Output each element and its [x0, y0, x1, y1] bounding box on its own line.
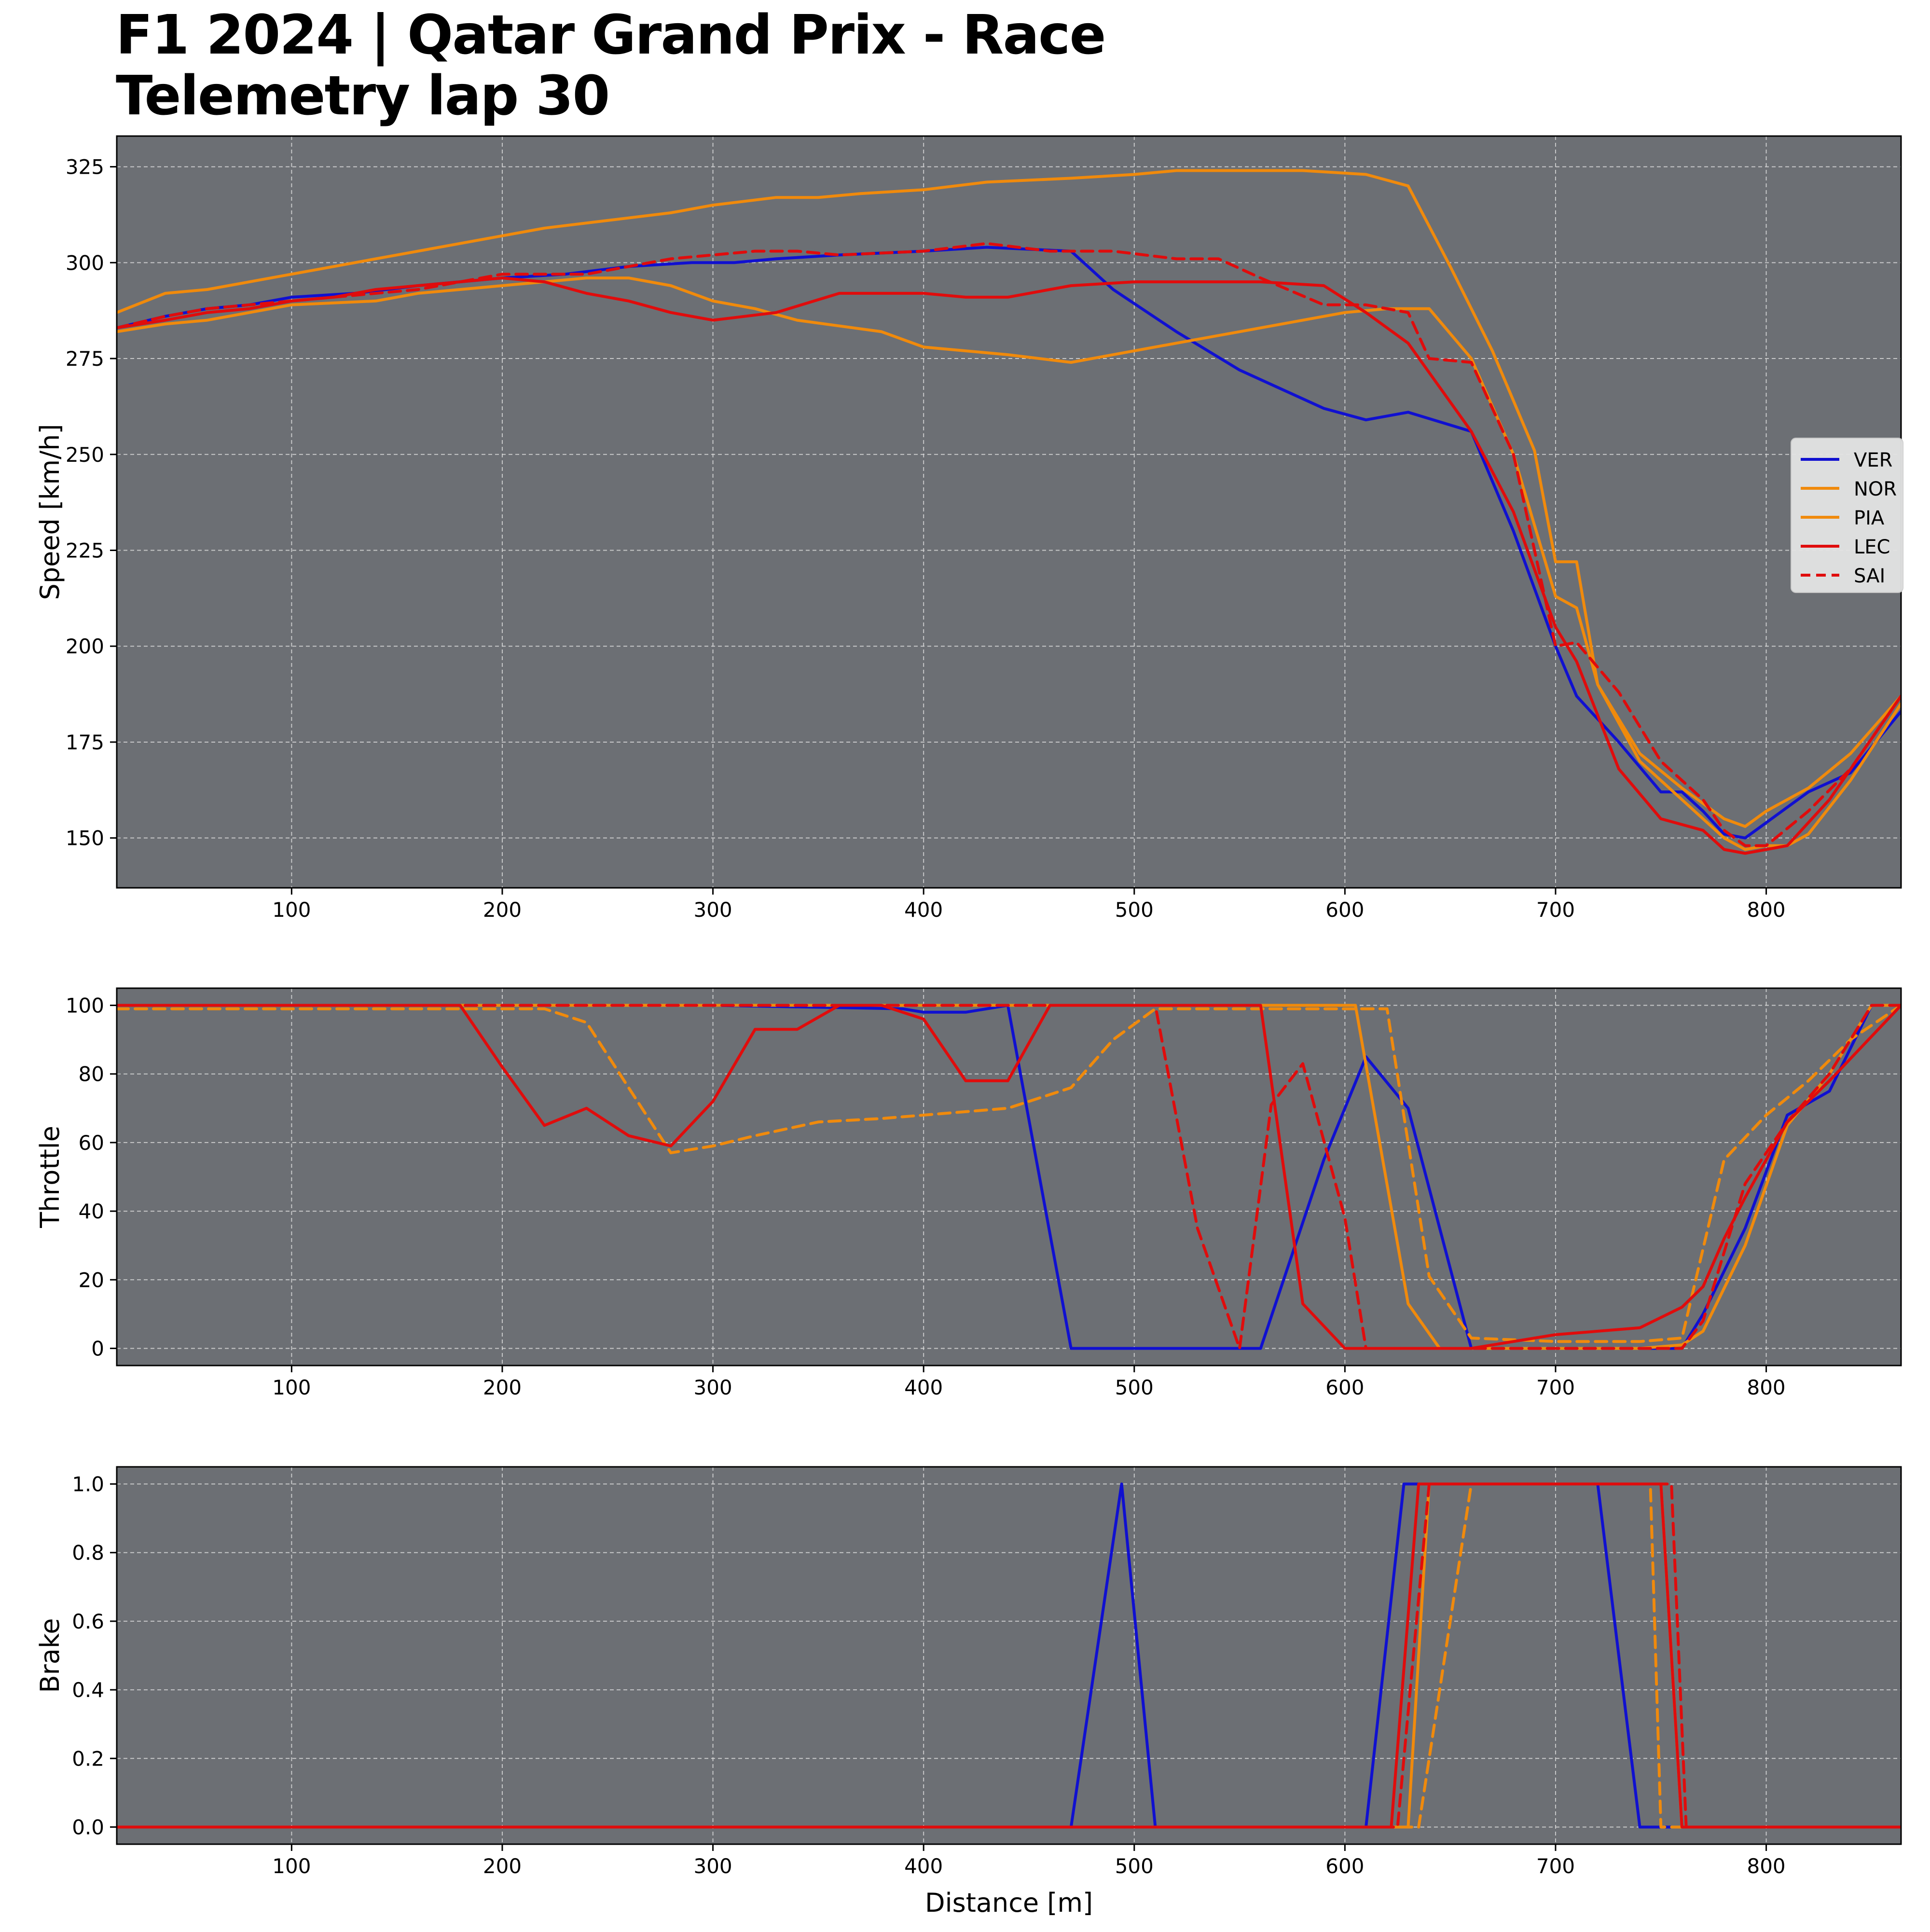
y-tick-label: 175	[66, 731, 104, 754]
x-tick-label: 800	[1747, 1376, 1785, 1399]
x-tick-label: 300	[693, 1854, 732, 1878]
y-tick-label: 60	[79, 1131, 104, 1155]
series-line-pia-throttle	[117, 1004, 1901, 1343]
panel-frame-throttle	[116, 987, 1902, 1366]
series-line-sai-brake	[117, 1482, 1901, 1829]
y-tick-label: 0.4	[72, 1678, 104, 1702]
x-tick-label: 800	[1747, 898, 1785, 922]
series-line-nor-speed	[117, 169, 1901, 851]
x-tick-label: 100	[272, 1376, 311, 1399]
x-tick-label: 300	[693, 1376, 732, 1399]
y-tick-label: 275	[66, 347, 104, 371]
x-tick-label: 500	[1115, 1376, 1154, 1399]
y-tick-label: 0	[91, 1337, 104, 1360]
series-line-sai-throttle	[117, 1004, 1901, 1350]
x-tick-label: 600	[1325, 1376, 1364, 1399]
series-group-throttle	[117, 1004, 1901, 1350]
legend-label-ver: VER	[1854, 449, 1892, 471]
y-tick-label: 40	[79, 1200, 104, 1223]
x-tick-label: 500	[1115, 1854, 1154, 1878]
legend-label-pia: PIA	[1854, 507, 1885, 529]
y-tick-label: 200	[66, 635, 104, 658]
series-line-pia-speed	[117, 276, 1901, 828]
y-tick-label: 20	[79, 1268, 104, 1292]
panel-background-speed	[117, 136, 1901, 888]
y-tick-label: 1.0	[72, 1473, 104, 1496]
x-tick-label: 300	[693, 898, 732, 922]
x-tick-label: 100	[272, 1854, 311, 1878]
x-axis-label-brake: Distance [m]	[925, 1888, 1093, 1918]
panel-background-brake	[117, 1467, 1901, 1844]
x-tick-label: 700	[1536, 1854, 1575, 1878]
panel-brake: 100 200 300 400 500 600 700 800 0.0 0.2 0.4 0.6 0.8 1…	[35, 1466, 1902, 1918]
y-tick-label: 225	[66, 538, 104, 562]
chart-title-line-1: F1 2024 | Qatar Grand Prix - Race	[116, 4, 1106, 67]
x-tick-label: 200	[483, 898, 522, 922]
y-axis-label-speed: Speed [km/h]	[35, 424, 65, 600]
x-tick-label: 600	[1325, 898, 1364, 922]
panel-throttle: 100 200 300 400 500 600 700 800 0 20 40 60 80 100 Thro…	[35, 987, 1902, 1399]
x-tick-label: 800	[1747, 1854, 1785, 1878]
x-tick-label: 700	[1536, 898, 1575, 922]
series-line-sai-speed	[117, 242, 1901, 847]
legend-label-nor: NOR	[1854, 478, 1897, 500]
legend-label-sai: SAI	[1854, 565, 1885, 587]
x-tick-label: 400	[904, 898, 943, 922]
y-tick-label: 150	[66, 827, 104, 850]
x-tick-label: 400	[904, 1376, 943, 1399]
y-tick-label: 0.2	[72, 1747, 104, 1770]
y-tick-label: 325	[66, 155, 104, 179]
x-tick-label: 500	[1115, 898, 1154, 922]
y-tick-label: 0.0	[72, 1815, 104, 1839]
x-tick-label: 600	[1325, 1854, 1364, 1878]
y-tick-label: 80	[79, 1063, 104, 1086]
y-axis-label-brake: Brake	[35, 1618, 65, 1693]
y-axis-label-throttle: Throttle	[35, 1126, 65, 1228]
series-group-speed	[117, 169, 1901, 855]
x-tick-label: 700	[1536, 1376, 1575, 1399]
y-tick-label: 250	[66, 443, 104, 467]
x-tick-label: 100	[272, 898, 311, 922]
x-tick-label: 200	[483, 1376, 522, 1399]
series-line-ver-throttle	[117, 1004, 1901, 1350]
legend: VER NOR PIA LEC SAI	[1791, 438, 1903, 593]
legend-box	[1791, 438, 1903, 593]
series-group-brake	[117, 1482, 1901, 1829]
legend-label-lec: LEC	[1854, 536, 1890, 558]
y-tick-label: 100	[66, 994, 104, 1018]
y-tick-label: 0.8	[72, 1541, 104, 1565]
x-tick-label: 200	[483, 1854, 522, 1878]
series-line-lec-speed	[117, 276, 1901, 855]
chart-title-line-2: Telemetry lap 30	[116, 65, 610, 127]
panel-frame-brake	[116, 1466, 1902, 1845]
panel-background-throttle	[117, 988, 1901, 1366]
x-tick-label: 400	[904, 1854, 943, 1878]
y-tick-label: 0.6	[72, 1610, 104, 1633]
panel-speed: 100 200 300 400 500 600 700 800 150 175 200 225 250 2…	[35, 135, 1903, 922]
y-tick-label: 300	[66, 251, 104, 275]
